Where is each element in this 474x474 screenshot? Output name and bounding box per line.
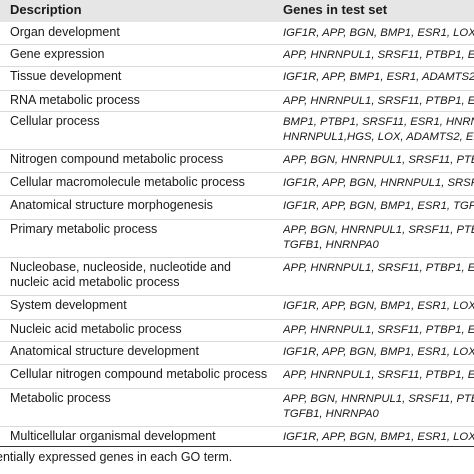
row-description: Cellular macromolecule metabolic process: [10, 175, 245, 189]
row-description: Nucleobase, nucleoside, nucleotide and n…: [10, 260, 231, 289]
row-genes: IGF1R, APP, BGN, BMP1, ESR1, LOX, ADA: [283, 300, 474, 312]
row-divider: [0, 426, 474, 427]
row-divider: [0, 319, 474, 320]
row-divider: [0, 90, 474, 91]
header-genes: Genes in test set: [283, 2, 388, 17]
row-divider: [0, 195, 474, 196]
row-description: Gene expression: [10, 47, 105, 61]
row-genes: APP, HNRNPUL1, SRSF11, PTBP1, ESR1: [283, 324, 474, 336]
row-divider: [0, 388, 474, 389]
row-description: Tissue development: [10, 69, 122, 83]
row-description: Primary metabolic process: [10, 222, 158, 236]
row-genes: APP, HNRNPUL1, SRSF11, PTBP1, ESR1: [283, 95, 474, 107]
row-genes: IGF1R, APP, BGN, HNRNPUL1, SRSF11, F: [283, 177, 474, 189]
row-description: System development: [10, 298, 127, 312]
row-genes: APP, BGN, HNRNPUL1, SRSF11, PTBP1, E TGF…: [283, 224, 474, 251]
row-genes: APP, HNRNPUL1, SRSF11, PTBP1, ESR1: [283, 262, 474, 274]
row-divider: [0, 341, 474, 342]
row-description: Cellular process: [10, 114, 100, 128]
header-description: Description: [10, 2, 82, 17]
row-genes: IGF1R, APP, BMP1, ESR1, ADAMTS2, TG: [283, 71, 474, 83]
row-divider: [0, 257, 474, 258]
row-genes: IGF1R, APP, BGN, BMP1, ESR1, LOX, AD: [283, 346, 474, 358]
row-divider: [0, 172, 474, 173]
row-genes: IGF1R, APP, BGN, BMP1, ESR1, TGFB1: [283, 200, 474, 212]
row-description: RNA metabolic process: [10, 93, 140, 107]
row-description: Multicellular organismal development: [10, 429, 216, 443]
row-divider: [0, 111, 474, 112]
row-description: Nitrogen compound metabolic process: [10, 152, 224, 166]
row-divider: [0, 364, 474, 365]
row-genes: IGF1R, APP, BGN, BMP1, ESR1, LOX,ADA: [283, 27, 474, 39]
row-divider: [0, 219, 474, 220]
row-description: Nucleic acid metabolic process: [10, 322, 182, 336]
row-genes: BMP1, PTBP1, SRSF11, ESR1, HNRNPA, HNRNP…: [283, 116, 474, 143]
row-genes: APP, HNRNPUL1, SRSF11, PTBP1, ESR1,: [283, 49, 474, 61]
row-description: Metabolic process: [10, 391, 111, 405]
row-genes: APP, HNRNPUL1, SRSF11, PTBP1, ESR1: [283, 369, 474, 381]
row-genes: APP, BGN, HNRNPUL1, SRSF11, PTBP1,: [283, 154, 474, 166]
row-genes: IGF1R, APP, BGN, BMP1, ESR1, LOX, AD: [283, 431, 474, 443]
row-divider: [0, 44, 474, 45]
row-description: Organ development: [10, 25, 120, 39]
table-bottom-rule: [0, 446, 474, 447]
row-divider: [0, 66, 474, 67]
table-header: Description Genes in test set: [0, 0, 474, 22]
row-genes: APP, BGN, HNRNPUL1, SRSF11, PTBP1, E TGF…: [283, 393, 474, 420]
row-divider: [0, 149, 474, 150]
row-description: Cellular nitrogen compound metabolic pro…: [10, 367, 268, 381]
row-divider: [0, 295, 474, 296]
row-description: Anatomical structure morphogenesis: [10, 198, 213, 212]
row-description: Anatomical structure development: [10, 344, 199, 358]
table-footnote: entially expressed genes in each GO term…: [0, 450, 233, 464]
